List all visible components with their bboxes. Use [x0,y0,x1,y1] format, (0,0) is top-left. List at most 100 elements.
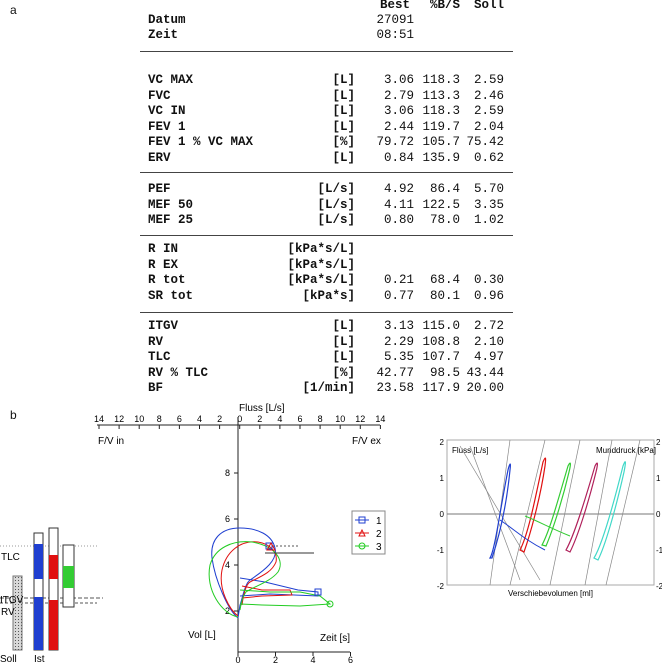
param-unit: [L] [332,88,355,103]
fv-marker-1-end [314,588,322,596]
param-soll: 2.10 [473,334,504,349]
fv-top-tick-label: 10 [134,414,144,424]
legend-label-3: 3 [376,542,382,553]
param-pct: 118.3 [422,73,460,87]
fv-marker-1 [265,542,273,550]
param-soll: 0.62 [473,150,504,165]
param-soll: 20.00 [466,381,504,395]
fv-marker-3 [326,600,334,608]
param-soll: 2.72 [473,319,504,333]
fv-title: Fluss [L/s] [239,403,285,414]
table-row: TLC [L] 5.35 107.7 4.97 [0,350,662,365]
fv-curve-1 [211,527,319,619]
param-soll: 43.44 [466,365,504,380]
param-name: VC IN [148,104,186,118]
loop-3 [541,462,571,547]
fv-top-tick-label: 2 [257,414,262,424]
table-row: SR tot [kPa*s] 0.77 80.1 0.96 [0,289,662,304]
param-name: MEF 50 [148,197,194,212]
zeit-label: Zeit [148,28,179,42]
param-best: 23.58 [376,381,414,395]
param-unit: [L] [332,319,355,333]
table-row: R tot [kPa*s/L] 0.21 68.4 0.30 [0,273,662,288]
loop-4 [565,462,598,553]
loops-left-tick-label: -1 [437,546,445,555]
table-separator [140,312,513,313]
table-separator [140,172,513,173]
param-name: R tot [148,273,186,287]
param-unit: [L/s] [317,213,355,227]
volume-bar-chart: TLC ITGV RV Soll Ist [0,527,103,663]
param-name: PEF [148,182,171,196]
fv-time-tick-label: 2 [273,655,278,663]
table-row: FVC [L] 2.79 113.3 2.46 [0,89,662,104]
red-bar-lower [49,600,58,650]
fv-top-tick-label: 2 [217,414,222,424]
loop-2 [519,457,547,553]
param-name: RV [148,334,164,349]
param-pct: 107.7 [422,350,460,364]
param-unit: [L] [332,104,355,118]
fv-time-tick-label: 4 [310,655,315,663]
param-best: 42.77 [376,365,414,380]
table-row: FEV 1 % VC MAX [%] 79.72 105.7 75.42 [0,135,662,150]
table-header: Best %B/S Soll [0,0,662,13]
param-name: FVC [148,88,171,103]
param-unit: [L] [332,334,355,349]
param-name: ERV [148,150,171,165]
param-soll: 2.59 [473,104,504,118]
figure-b: TLC ITGV RV Soll Ist 14 12 10 8 6 4 2 0 2 4 6 8 10 12… [0,403,662,663]
loops-right-tick-label: 1 [656,474,661,483]
param-unit: [1/min] [302,381,355,395]
table-separator [140,235,513,236]
param-name: BF [148,381,164,395]
table-row: R EX [kPa*s/L] [0,258,662,273]
param-best: 3.06 [383,73,414,87]
fv-top-tick-label: 14 [375,414,385,424]
param-best: 2.29 [383,334,414,349]
param-unit: [%] [332,365,355,380]
fv-top-tick-label: 8 [318,414,323,424]
table-row: R IN [kPa*s/L] [0,242,662,257]
fv-volume-ticks: 8 6 4 2 [225,468,238,616]
fv-top-tick-label: 6 [177,414,182,424]
header-soll: Soll [473,0,504,12]
loops-right-tick-label: -2 [656,582,662,591]
param-pct: 98.5 [429,365,460,380]
loop-5 [593,461,626,561]
param-soll: 4.97 [473,350,504,364]
zeit-row: Zeit 08:51 [0,28,662,43]
param-unit: [kPa*s/L] [287,242,355,256]
loops-frame [446,439,655,586]
resistance-loops-chart: 2 1 0 -1 -2 2 1 0 -1 -2 Fluss [L/s] Munddruck [k… [437,438,662,598]
param-best: 79.72 [376,135,414,149]
loops-mund-label: Munddruck [kPa] [596,446,656,455]
param-soll: 2.04 [473,119,504,134]
fv-curve-3 [208,541,332,618]
loops-right-ticks: 2 1 0 -1 -2 [656,438,662,591]
param-best: 0.80 [383,213,414,227]
fv-volume-tick-label: 6 [225,514,230,524]
fv-top-tick-label: 12 [114,414,124,424]
fv-time-tick-label: 0 [235,655,240,663]
param-unit: [kPa*s/L] [287,273,355,287]
param-best: 4.11 [383,197,414,212]
param-best: 4.92 [383,182,414,196]
param-unit: [L/s] [317,182,355,196]
param-soll: 3.35 [473,197,504,212]
fv-volume-tick-label: 4 [225,560,230,570]
table-row: FEV 1 [L] 2.44 119.7 2.04 [0,120,662,135]
loops-left-tick-label: -2 [437,582,445,591]
datum-value: 27091 [376,13,414,27]
zeit-value: 08:51 [376,28,414,42]
table-row: ERV [L] 0.84 135.9 0.62 [0,151,662,166]
rv-label: RV [1,607,15,618]
legend-marker-3 [358,542,366,550]
fv-top-tick-label: 10 [335,414,345,424]
table-row: PEF [L/s] 4.92 86.4 5.70 [0,182,662,197]
param-pct: 78.0 [429,213,460,227]
param-pct: 122.5 [422,197,460,212]
table-separator [140,51,513,52]
fv-top-tick-label: 4 [197,414,202,424]
param-pct: 105.7 [422,135,460,149]
